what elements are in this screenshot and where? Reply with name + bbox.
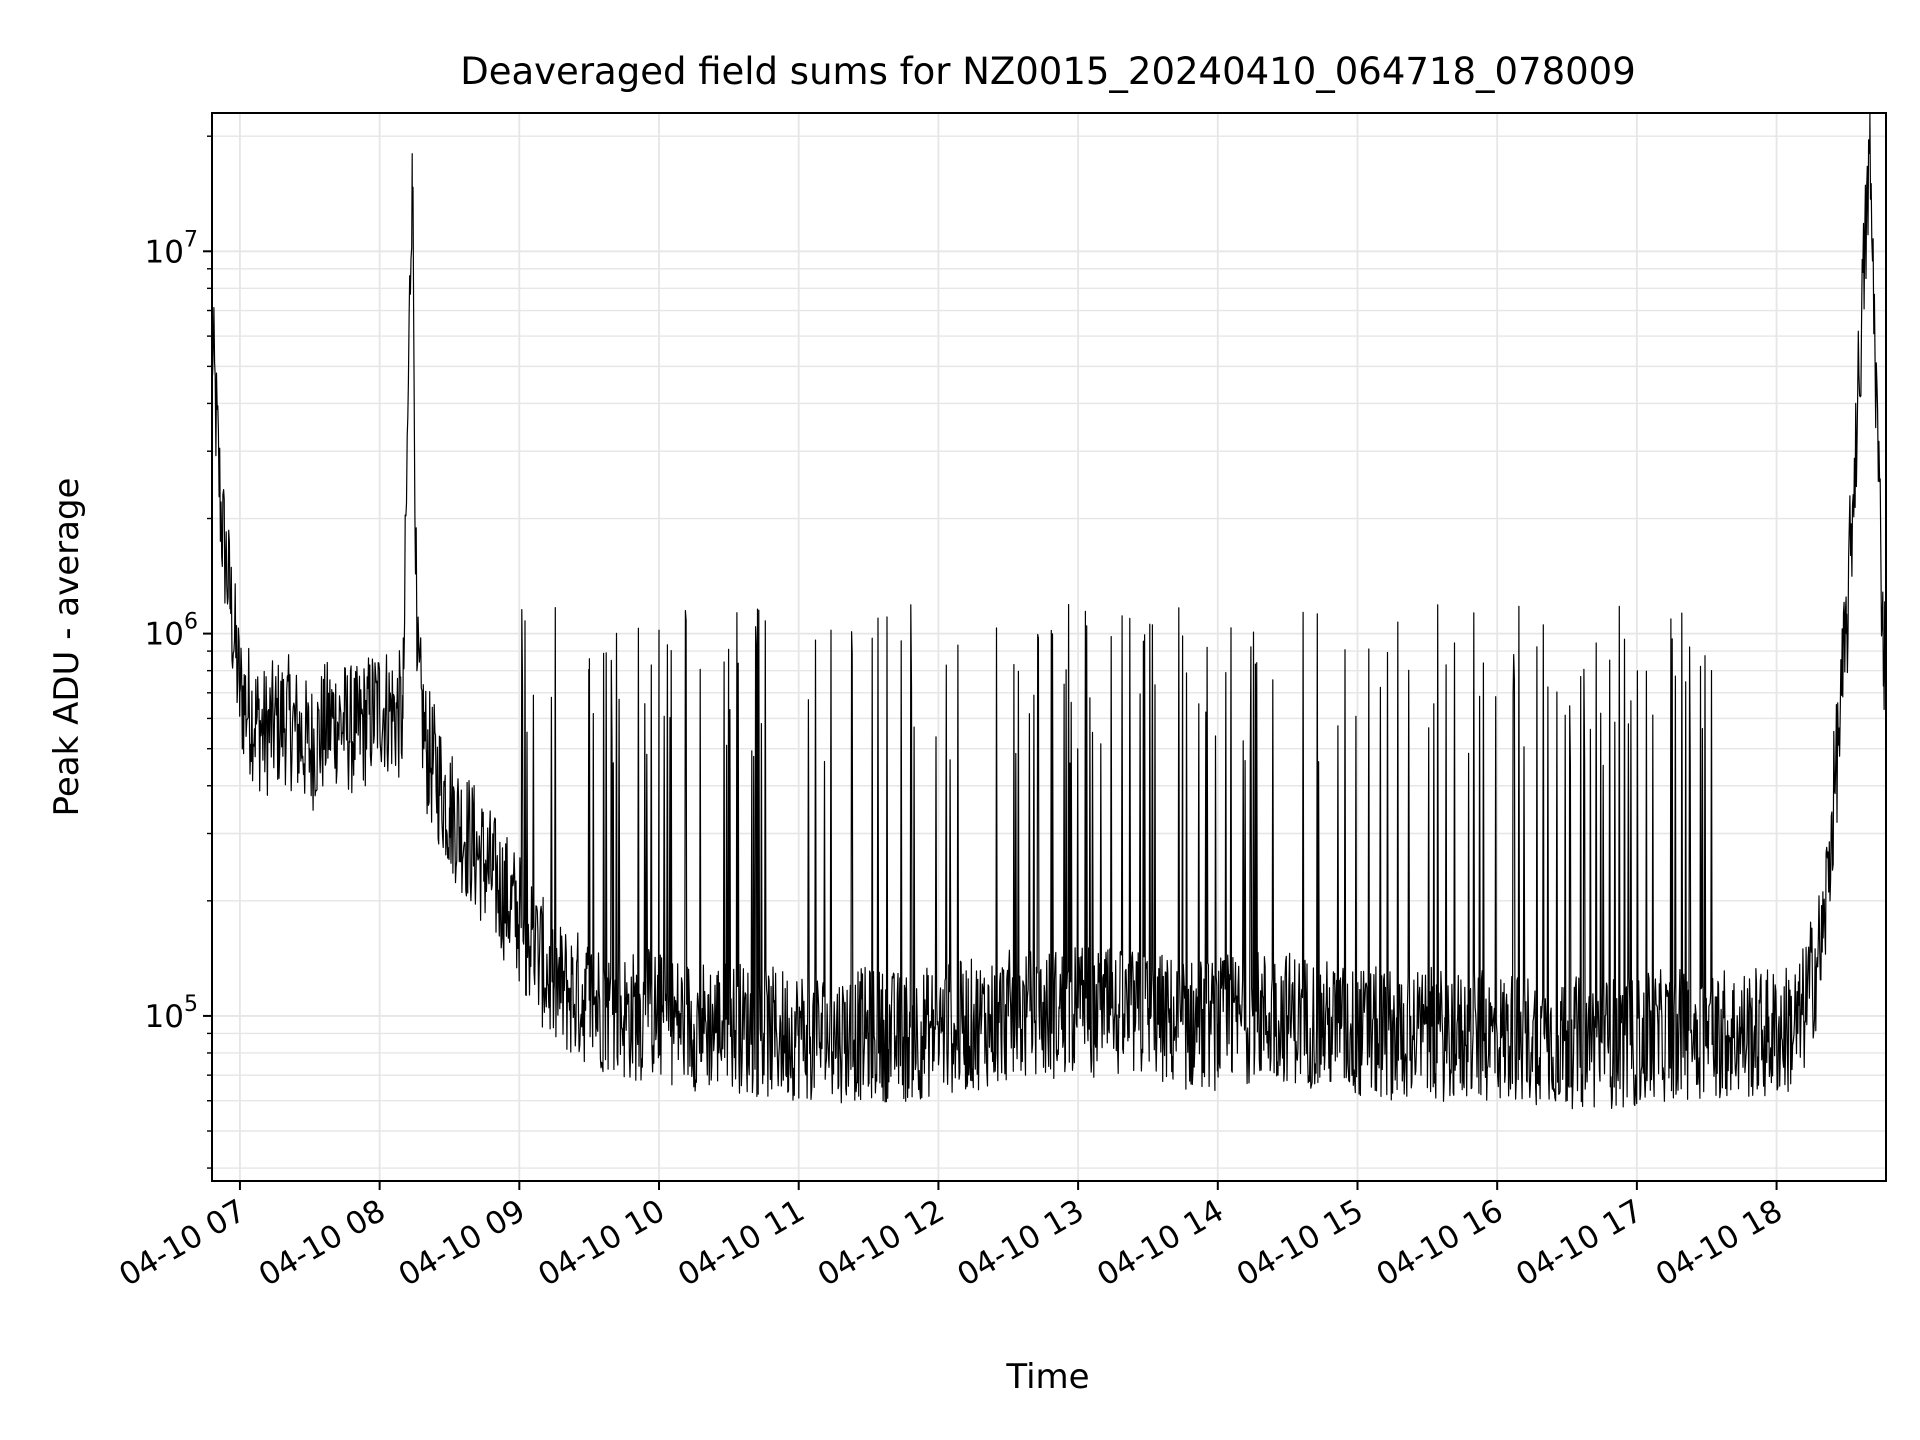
x-axis: 04-10 07 04-10 08 04-10 09 04-10 10 04-10 11… xyxy=(113,1181,1789,1294)
x-tick-label: 04-10 17 xyxy=(1510,1193,1649,1294)
y-axis-label: Peak ADU - average xyxy=(47,478,87,817)
x-tick-label: 04-10 14 xyxy=(1091,1193,1230,1294)
x-tick-label: 04-10 10 xyxy=(532,1193,671,1294)
y-tick-label: 106 xyxy=(145,610,198,653)
y-tick-label: 105 xyxy=(145,992,198,1035)
x-tick-label: 04-10 15 xyxy=(1231,1193,1370,1294)
y-tick-label: 107 xyxy=(145,227,198,270)
x-tick-label: 04-10 16 xyxy=(1370,1193,1509,1294)
x-tick-label: 04-10 11 xyxy=(672,1193,811,1294)
chart-title: Deaveraged field sums for NZ0015_2024041… xyxy=(460,50,1636,93)
plot-frame xyxy=(211,112,1887,1182)
x-tick-label: 04-10 18 xyxy=(1650,1193,1789,1294)
x-tick-label: 04-10 07 xyxy=(113,1193,252,1294)
x-tick-label: 04-10 13 xyxy=(951,1193,1090,1294)
x-tick-label: 04-10 08 xyxy=(253,1193,392,1294)
x-axis-label: Time xyxy=(1005,1357,1089,1397)
series-layer xyxy=(211,113,1887,1110)
series-line xyxy=(211,113,1887,1110)
x-tick-label: 04-10 09 xyxy=(393,1193,532,1294)
x-tick-label: 04-10 12 xyxy=(812,1193,951,1294)
y-axis: 105 106 107 xyxy=(145,135,212,1169)
